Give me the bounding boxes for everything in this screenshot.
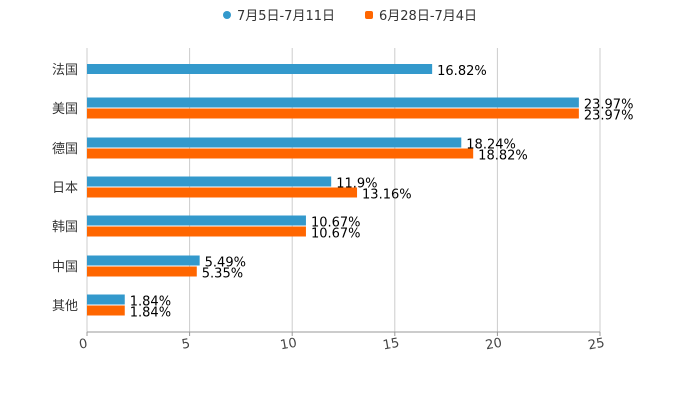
value-label: 1.84% <box>130 306 171 321</box>
value-label: 18.24% <box>466 138 516 153</box>
bar-series2[interactable] <box>87 148 474 159</box>
value-label: 1.84% <box>130 295 171 310</box>
x-tick-label: 5 <box>181 336 192 352</box>
value-label: 23.97% <box>584 109 634 124</box>
category-label: 日本 <box>52 181 78 196</box>
category-label: 法国 <box>52 63 78 78</box>
x-tick-label: 25 <box>587 336 606 354</box>
value-label: 5.35% <box>202 267 243 282</box>
category-label: 其他 <box>52 299 78 314</box>
value-label: 16.82% <box>437 64 487 79</box>
bar-series1[interactable] <box>87 294 125 305</box>
legend-circle-icon <box>222 10 231 19</box>
bar-series2[interactable] <box>87 108 579 119</box>
value-label: 10.67% <box>311 216 361 231</box>
bar-series2[interactable] <box>87 226 306 237</box>
x-tick-label: 20 <box>484 336 503 354</box>
value-label: 5.49% <box>205 256 246 271</box>
legend-label: 7月5日-7月11日 <box>236 9 335 24</box>
category-label: 中国 <box>52 260 78 275</box>
bar-series2[interactable] <box>87 187 358 198</box>
chart-legend: 7月5日-7月11日 6月28日-7月4日 <box>0 5 700 24</box>
legend-square-icon <box>365 10 373 19</box>
category-label: 韩国 <box>52 220 78 235</box>
bar-series1[interactable] <box>87 176 332 187</box>
bar-series2[interactable] <box>87 266 197 277</box>
legend-item-series2[interactable]: 6月28日-7月4日 <box>365 5 477 24</box>
legend-item-series1[interactable]: 7月5日-7月11日 <box>222 5 335 24</box>
bar-series1[interactable] <box>87 255 200 266</box>
x-tick-label: 15 <box>382 336 401 354</box>
bar-series1[interactable] <box>87 64 433 74</box>
value-label: 10.67% <box>311 227 361 242</box>
x-tick-label: 0 <box>78 336 89 352</box>
value-label: 23.97% <box>584 98 634 113</box>
bar-series1[interactable] <box>87 137 462 148</box>
bar-series2[interactable] <box>87 305 125 316</box>
bar-series1[interactable] <box>87 97 579 108</box>
value-label: 18.82% <box>478 149 528 164</box>
legend-label: 6月28日-7月4日 <box>379 9 478 24</box>
category-label: 德国 <box>52 142 78 157</box>
bar-series1[interactable] <box>87 215 306 226</box>
value-label: 13.16% <box>362 188 412 203</box>
x-tick-label: 10 <box>279 336 298 354</box>
category-label: 美国 <box>52 102 78 117</box>
